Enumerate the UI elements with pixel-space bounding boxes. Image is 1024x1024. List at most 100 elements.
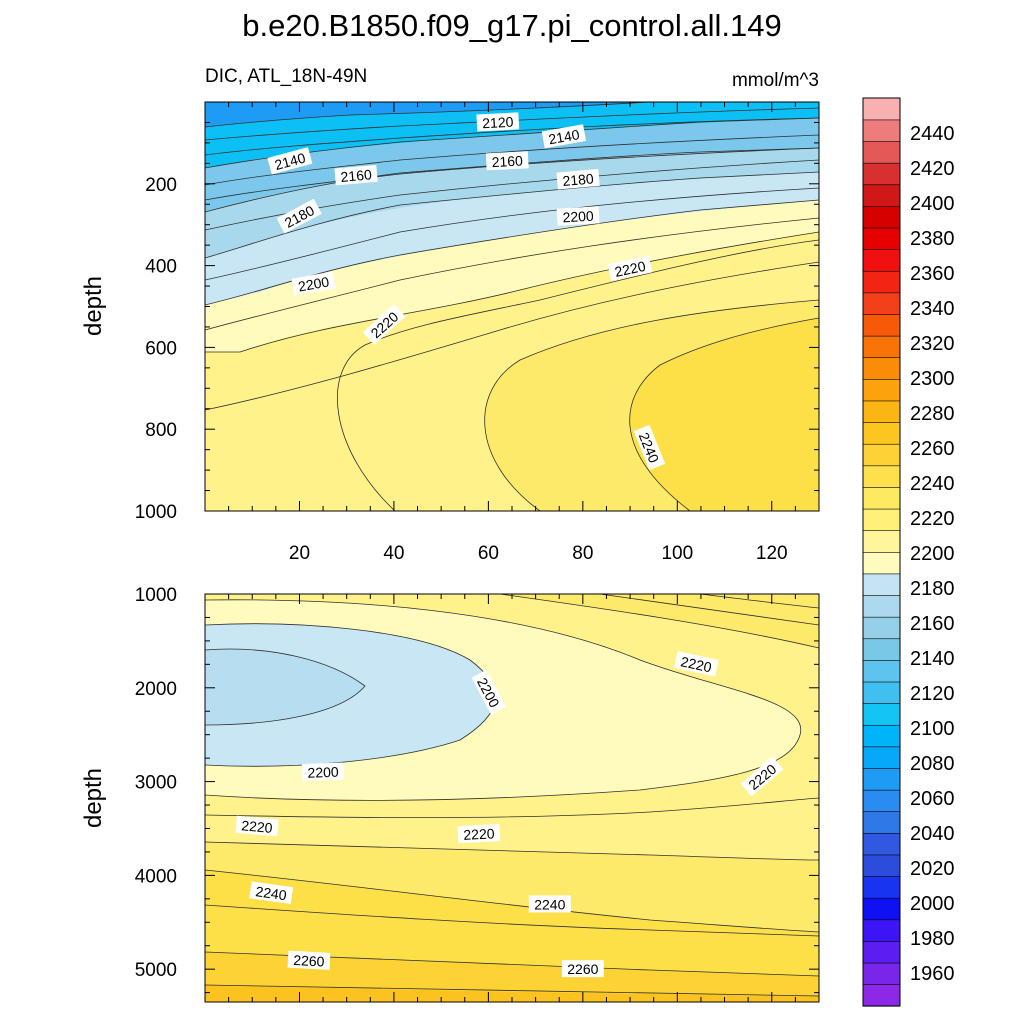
contour-label: 2220: [673, 651, 719, 677]
contour-label: 2200: [291, 271, 336, 296]
colorbar-box: [862, 421, 901, 445]
colorbar-label: 2440: [910, 123, 955, 145]
fill-2180-2190: [205, 649, 365, 725]
colorbar-label: 2400: [910, 193, 955, 215]
colorbar: 1960 1980 2000 2020 2040 2060 2080 2100 2120 2140…: [862, 97, 955, 1007]
y-tick-label: 400: [145, 257, 177, 278]
contour-label-bg: [476, 112, 520, 132]
contour-label-bg: [607, 255, 653, 282]
x-tick-label: 20: [289, 543, 310, 564]
y-tick-label: 1000: [135, 502, 177, 523]
colorbar-label: 2360: [910, 263, 955, 285]
contour-label-bg: [633, 424, 666, 471]
colorbar-box: [862, 400, 901, 423]
contour-label: 2220: [607, 255, 653, 282]
colorbar-box: [862, 854, 901, 877]
left-subtitle: DIC, ATL_18N-49N: [205, 66, 367, 87]
colorbar-box: [862, 378, 901, 402]
contour-label-text: 2220: [613, 258, 647, 280]
upper-contour-lines: [205, 102, 819, 511]
contour-label: 2180: [556, 168, 600, 190]
fill-2220-2240-band: [337, 232, 819, 511]
contour-label-text: 2160: [340, 166, 373, 185]
colorbar-label: 2340: [910, 298, 955, 320]
x-tick-label: 40: [383, 543, 404, 564]
colorbar-box: [862, 357, 901, 380]
fill-2100-2120: [205, 102, 650, 127]
colorbar-box: [862, 573, 901, 596]
colorbar-box: [862, 724, 901, 748]
colorbar-label: 2160: [910, 613, 955, 635]
contour-label-text: 2120: [482, 114, 514, 132]
contour-label-bg: [541, 124, 587, 149]
colorbar-box: [862, 486, 901, 510]
contour-label-text: 2220: [463, 825, 495, 843]
colorbar-box: [862, 832, 901, 856]
colorbar-box: [862, 789, 901, 813]
contour-label-bg: [276, 198, 322, 234]
colorbar-box: [862, 594, 901, 618]
colorbar-box: [862, 465, 901, 488]
contour-label: 2200: [301, 762, 345, 781]
contour-label-text: 2200: [307, 764, 339, 781]
colorbar-box: [862, 703, 901, 726]
contour-label: 2120: [476, 112, 520, 132]
colorbar-label: 2120: [910, 683, 955, 705]
colorbar-box: [862, 984, 901, 1007]
colorbar-box: [862, 162, 901, 186]
contour-label-text: 2220: [241, 817, 274, 836]
contour-label-text: 2260: [293, 952, 325, 970]
contour-label-bg: [740, 756, 784, 797]
contour-label-bg: [291, 271, 336, 296]
contour-label: 2260: [287, 950, 331, 970]
contour-label: 2200: [556, 206, 600, 226]
y-tick-label: 800: [145, 420, 177, 441]
contour-label: 2140: [541, 124, 587, 149]
contour-label: 2260: [561, 960, 604, 978]
colorbar-box: [862, 205, 901, 229]
contour-label-bg: [267, 147, 313, 175]
contour-label-text: 2220: [679, 653, 713, 675]
y-tick-label: 200: [145, 175, 177, 196]
colorbar-label: 2000: [910, 893, 955, 915]
contour-label-text: 2160: [491, 152, 523, 170]
colorbar-box: [862, 292, 901, 315]
right-subtitle: mmol/m^3: [732, 70, 819, 91]
colorbar-box: [862, 443, 901, 467]
colorbar-label: 2300: [910, 368, 955, 390]
contour-label-bg: [362, 304, 406, 345]
colorbar-label: 2080: [910, 753, 955, 775]
colorbar-label: 2200: [910, 543, 955, 565]
colorbar-box: [862, 940, 901, 964]
colorbar-box: [862, 313, 901, 337]
contour-label: 2240: [249, 881, 294, 905]
x-tick-label: 60: [478, 543, 499, 564]
colorbar-box: [862, 335, 901, 359]
contour-label: 2220: [235, 815, 279, 837]
colorbar-box: [862, 184, 901, 207]
contour-label-text: 2140: [547, 126, 581, 147]
colorbar-box: [862, 659, 901, 683]
colorbar-label: 2040: [910, 823, 955, 845]
chart-title: b.e20.B1850.f09_g17.pi_control.all.149: [242, 8, 782, 43]
y-tick-label: 3000: [135, 773, 177, 794]
colorbar-label: 2100: [910, 718, 955, 740]
colorbar-box: [862, 897, 901, 921]
contour-label-bg: [249, 881, 294, 905]
fill-2120-2140: [205, 102, 819, 168]
colorbar-box: [862, 811, 901, 834]
colorbar-box: [862, 249, 901, 272]
colorbar-label: 1980: [910, 928, 955, 950]
colorbar-box: [862, 638, 901, 661]
lower-ticks: 1000 2000 3000 4000 5000: [135, 585, 819, 1002]
colorbar-label: 1960: [910, 963, 955, 985]
colorbar-box: [862, 508, 901, 531]
contour-label: 2220: [457, 824, 501, 844]
colorbar-box: [862, 875, 901, 899]
colorbar-box: [862, 227, 901, 250]
x-tick-label: 80: [572, 543, 593, 564]
